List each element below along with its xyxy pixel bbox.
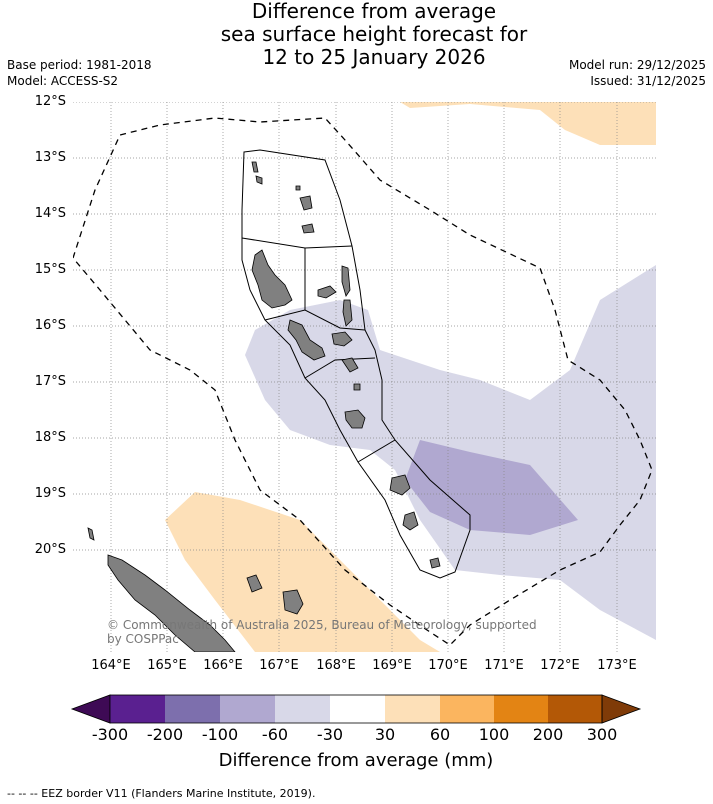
- island-maewo: [341, 265, 351, 297]
- model-run: Model run: 29/12/2025: [568, 58, 706, 72]
- island-aneityum: [429, 557, 441, 569]
- colorbar-bin-6: [385, 695, 440, 723]
- island-torres: [251, 161, 259, 173]
- lon-label-168e: 168°E: [316, 658, 356, 673]
- lat-label-12s: 12°S: [34, 94, 66, 109]
- colorbar-bin-8: [494, 695, 548, 723]
- island-efate: [344, 409, 366, 429]
- title-line-3: 12 to 25 January 2026: [262, 45, 486, 69]
- island-small-2: [255, 175, 263, 185]
- copyright-line-2: by COSPPac: [107, 632, 179, 646]
- island-loyalty-small: [87, 527, 95, 541]
- colorbar-under-arrow: [70, 694, 111, 724]
- island-malekula: [287, 319, 326, 361]
- land-masses: [87, 161, 441, 652]
- lon-label-169e: 169°E: [372, 658, 412, 673]
- island-epi: [341, 357, 359, 373]
- anomaly-region-orange-south: [165, 492, 440, 652]
- colorbar-tick: -30: [316, 725, 344, 744]
- island-small-1: [295, 185, 301, 191]
- lat-label-20s: 20°S: [34, 542, 66, 557]
- anomaly-region-mid-purple: [405, 440, 578, 535]
- island-new-caledonia: [107, 554, 236, 652]
- issued-date: Issued: 31/12/2025: [590, 74, 706, 88]
- island-lifou: [246, 574, 263, 593]
- colorbar-bin-4: [275, 695, 330, 723]
- base-info: Base period: 1981-2018 Model: ACCESS-S2: [7, 57, 152, 89]
- island-ambae: [317, 285, 337, 299]
- lon-label-172e: 172°E: [540, 658, 580, 673]
- lon-label-166e: 166°E: [203, 658, 243, 673]
- model-name: Model: ACCESS-S2: [7, 74, 119, 88]
- map-title: Difference from average sea surface heig…: [0, 0, 713, 69]
- lat-label-16s: 16°S: [34, 318, 66, 333]
- colorbar-bin-5: [330, 695, 385, 723]
- title-line-2: sea surface height forecast for: [220, 22, 528, 46]
- colorbar-bin-7: [440, 695, 494, 723]
- island-shepherd: [353, 383, 361, 391]
- colorbar-label: Difference from average (mm): [218, 750, 494, 771]
- colorbar-tick: -60: [261, 725, 289, 744]
- colorbar-frame: [109, 694, 603, 724]
- colorbar-bin-3: [220, 695, 275, 723]
- anomaly-region-orange-north: [400, 102, 656, 145]
- base-period: Base period: 1981-2018: [7, 58, 152, 72]
- lat-label-18s: 18°S: [34, 430, 66, 445]
- lon-label-171e: 171°E: [484, 658, 524, 673]
- lat-label-13s: 13°S: [34, 150, 66, 165]
- colorbar-bin-2: [165, 695, 220, 723]
- colorbar-tick: 200: [532, 725, 564, 744]
- island-espiritu-santo: [251, 249, 293, 309]
- colorbar-tick: 100: [478, 725, 510, 744]
- eez-footnote: -- -- -- EEZ border V11 (Flanders Marine…: [7, 787, 316, 800]
- lat-label-17s: 17°S: [34, 374, 66, 389]
- island-gaua: [301, 223, 315, 234]
- colorbar: [70, 694, 642, 724]
- lon-label-165e: 165°E: [147, 658, 187, 673]
- island-tanna: [402, 511, 419, 531]
- eez-border: [73, 117, 653, 646]
- colorbar-tick: 300: [586, 725, 618, 744]
- lat-label-15s: 15°S: [34, 262, 66, 277]
- colorbar-bin-9: [548, 695, 602, 723]
- colorbar-tick: 60: [429, 725, 451, 744]
- title-line-1: Difference from average: [251, 0, 497, 23]
- lon-label-170e: 170°E: [428, 658, 468, 673]
- island-isle-of-pines: [282, 589, 304, 615]
- lat-label-19s: 19°S: [34, 486, 66, 501]
- lon-label-173e: 173°E: [597, 658, 637, 673]
- island-pentecost: [342, 299, 353, 327]
- island-vanua-lava: [299, 195, 313, 211]
- copyright-line-1: © Commonwealth of Australia 2025, Bureau…: [107, 618, 537, 632]
- colorbar-over-arrow: [601, 694, 642, 724]
- colorbar-bin-1: [110, 695, 165, 723]
- lon-label-164e: 164°E: [91, 658, 131, 673]
- island-ambrym: [331, 331, 353, 347]
- colorbar-tick: -100: [201, 725, 239, 744]
- colorbar-tick: -300: [91, 725, 129, 744]
- colorbar-tick: 30: [374, 725, 396, 744]
- colorbar-tick: -200: [146, 725, 184, 744]
- lat-label-14s: 14°S: [34, 206, 66, 221]
- run-info: Model run: 29/12/2025 Issued: 31/12/2025: [569, 57, 706, 89]
- island-erromango: [389, 474, 411, 496]
- province-boundaries: [241, 149, 471, 579]
- lon-label-167e: 167°E: [259, 658, 299, 673]
